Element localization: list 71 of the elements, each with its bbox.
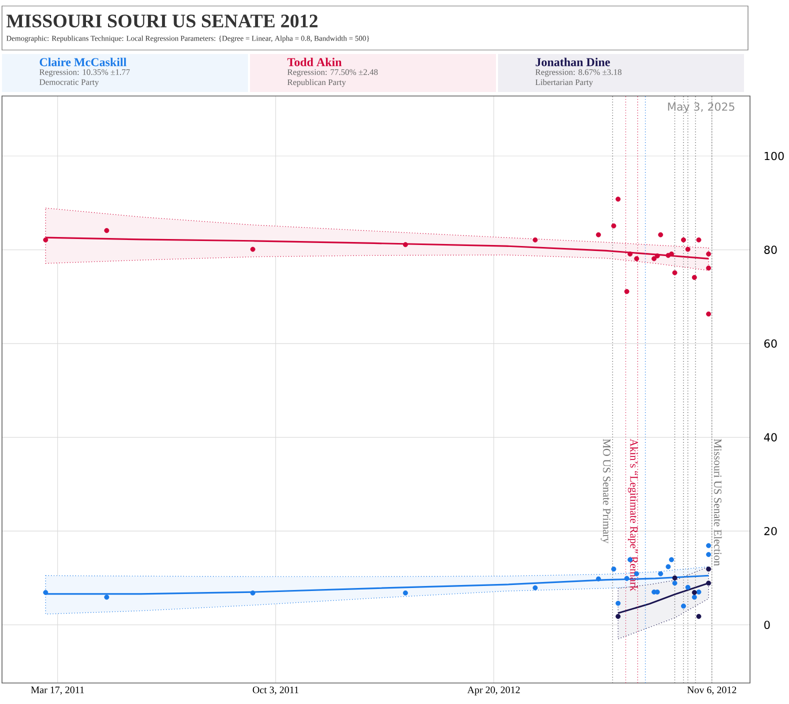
text: Jonathan Dine xyxy=(536,58,610,66)
point xyxy=(706,312,712,317)
point xyxy=(685,584,690,590)
point xyxy=(652,256,657,262)
point xyxy=(658,571,664,576)
point xyxy=(692,590,697,596)
point xyxy=(104,228,110,234)
point xyxy=(681,604,686,609)
point xyxy=(43,590,48,596)
point xyxy=(669,557,674,562)
point xyxy=(692,274,697,280)
point xyxy=(672,575,678,580)
text: Regression: 77.50% ±2.48 xyxy=(287,69,378,77)
point xyxy=(616,614,621,619)
point xyxy=(532,237,538,242)
text: Republican Party xyxy=(287,79,346,87)
point xyxy=(706,252,712,256)
point xyxy=(611,223,616,228)
x-tick-label: Mar 17, 2011 xyxy=(31,686,84,695)
point xyxy=(706,543,712,548)
point xyxy=(624,576,630,581)
point xyxy=(706,552,712,558)
point xyxy=(696,590,702,595)
point xyxy=(706,580,712,586)
x-tick-label: Nov 6, 2012 xyxy=(687,686,736,695)
point xyxy=(634,256,640,262)
point xyxy=(402,590,408,596)
y-tick-label: 60 xyxy=(764,339,777,348)
text: Claire McCaskill xyxy=(40,58,126,66)
x-tick-label: Apr 20, 2012 xyxy=(467,686,520,696)
point xyxy=(654,253,660,258)
point xyxy=(681,237,686,242)
point xyxy=(672,270,678,276)
y-tick-label: 80 xyxy=(764,246,777,254)
point xyxy=(666,564,671,570)
point xyxy=(624,289,630,294)
point xyxy=(250,590,256,596)
ref-line-label: Missouri US Senate Election xyxy=(714,438,722,566)
point xyxy=(616,196,621,202)
text: Democratic Party xyxy=(39,79,99,87)
ref-line-label: MO US Senate Primary xyxy=(600,438,610,544)
point xyxy=(685,246,690,252)
point xyxy=(696,237,702,242)
point xyxy=(616,600,621,606)
point xyxy=(706,566,712,572)
point xyxy=(696,614,702,619)
text: Todd Akin xyxy=(287,58,342,66)
text: Regression: 8.67% ±3.18 xyxy=(535,69,622,77)
point xyxy=(692,594,697,600)
chart-title: MISSOURI SOURI US SENATE 2012 xyxy=(6,14,318,28)
text: Regression: 10.35% ±1.77 xyxy=(39,69,130,77)
point xyxy=(706,266,712,271)
y-tick-label: 0 xyxy=(764,620,770,630)
point xyxy=(596,232,601,238)
x-tick-label: Oct 3, 2011 xyxy=(252,686,298,695)
point xyxy=(611,566,616,572)
text: Libertarian Party xyxy=(535,79,594,87)
point xyxy=(250,246,256,252)
point xyxy=(532,585,538,590)
point xyxy=(402,242,408,248)
y-tick-label: 40 xyxy=(764,433,777,442)
y-tick-label: 20 xyxy=(764,526,777,536)
y-tick-label: 100 xyxy=(764,152,784,160)
point xyxy=(628,252,633,256)
annotation: May 3, 2025 xyxy=(668,102,734,113)
point xyxy=(596,576,601,582)
point xyxy=(104,594,110,600)
point xyxy=(43,237,48,242)
point xyxy=(658,232,664,238)
ref-line-label: Akin’s “Legitimate Rape” Remark xyxy=(628,438,638,592)
point xyxy=(672,580,678,586)
